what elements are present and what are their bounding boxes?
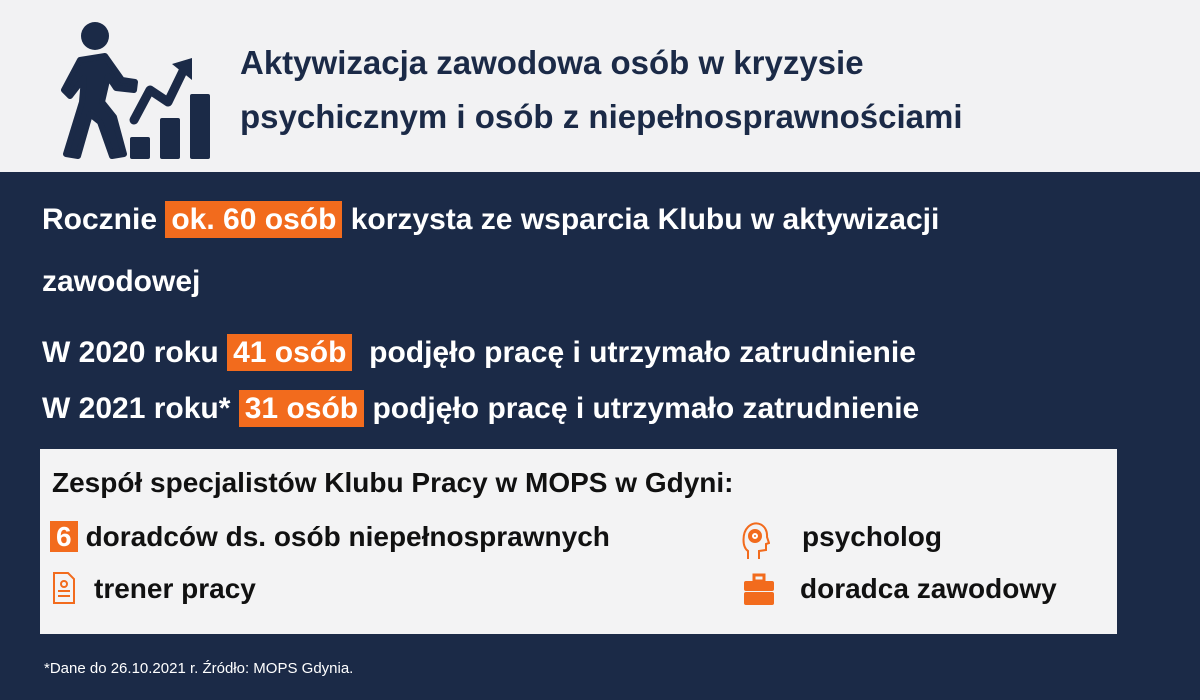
text: podjęło pracę i utrzymało zatrudnienie	[364, 392, 920, 425]
text: W 2021 roku*	[42, 392, 239, 425]
footnote: *Dane do 26.10.2021 r. Źródło: MOPS Gdyn…	[44, 660, 354, 677]
title-line-2: psychicznym i osób z niepełnosprawnościa…	[240, 98, 963, 135]
text: korzysta ze wsparcia Klubu w aktywizacji	[342, 203, 940, 236]
title-line-1: Aktywizacja zawodowa osób w kryzysie	[240, 44, 864, 81]
person-climbing-growth-chart-icon	[61, 22, 210, 159]
highlight-yearly: ok. 60 osób	[165, 201, 343, 238]
stat-yearly-cont: zawodowej	[42, 265, 201, 298]
text: Rocznie	[42, 203, 166, 236]
document-icon	[53, 572, 75, 604]
briefcase-icon	[744, 573, 774, 605]
team-box: Zespół specjalistów Klubu Pracy w MOPS w…	[40, 449, 1117, 634]
psychologist-label: psycholog	[802, 521, 943, 552]
trainer-label: trener pracy	[94, 573, 256, 604]
stat-2021: W 2021 roku* 31 osób podjęło pracę i utr…	[42, 390, 920, 427]
page-title: Aktywizacja zawodowa osób w kryzysie psy…	[240, 36, 963, 144]
stat-yearly: Rocznie ok. 60 osób korzysta ze wsparcia…	[42, 201, 940, 238]
team-heading: Zespół specjalistów Klubu Pracy w MOPS w…	[52, 467, 734, 498]
stat-2020: W 2020 roku 41 osób podjęło pracę i utrz…	[42, 334, 916, 371]
highlight-2021: 31 osób	[238, 390, 365, 427]
highlight-2020: 41 osób	[227, 334, 353, 371]
text: podjęło pracę i utrzymało zatrudnienie	[352, 336, 916, 369]
header: Aktywizacja zawodowa osób w kryzysie psy…	[0, 0, 1200, 172]
advisors-label: doradców ds. osób niepełnosprawnych	[85, 521, 610, 552]
career-advisor-label: doradca zawodowy	[800, 573, 1057, 604]
head-gear-icon	[742, 522, 770, 559]
text: W 2020 roku	[42, 336, 228, 369]
advisors-count: 6	[50, 521, 78, 552]
advisors-item: 6 doradców ds. osób niepełnosprawnych	[50, 521, 610, 553]
